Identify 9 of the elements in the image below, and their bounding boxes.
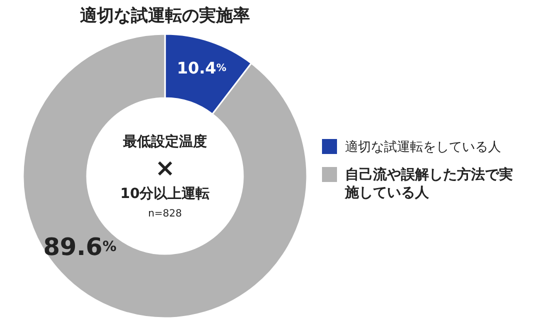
data-label: 89.6%: [43, 232, 116, 261]
text: ×: [154, 154, 176, 182]
text: 10分以上運転: [120, 186, 210, 202]
data-label: 10.4%: [176, 58, 226, 78]
text: 最低設定温度: [122, 133, 207, 150]
legend-label: 適切な試運転をしている人: [345, 139, 501, 156]
text: n=828: [148, 208, 182, 220]
legend-label: 自己流や誤解した方法で実施している人: [345, 166, 514, 202]
chart-title: 適切な試運転の実施率: [79, 5, 251, 27]
